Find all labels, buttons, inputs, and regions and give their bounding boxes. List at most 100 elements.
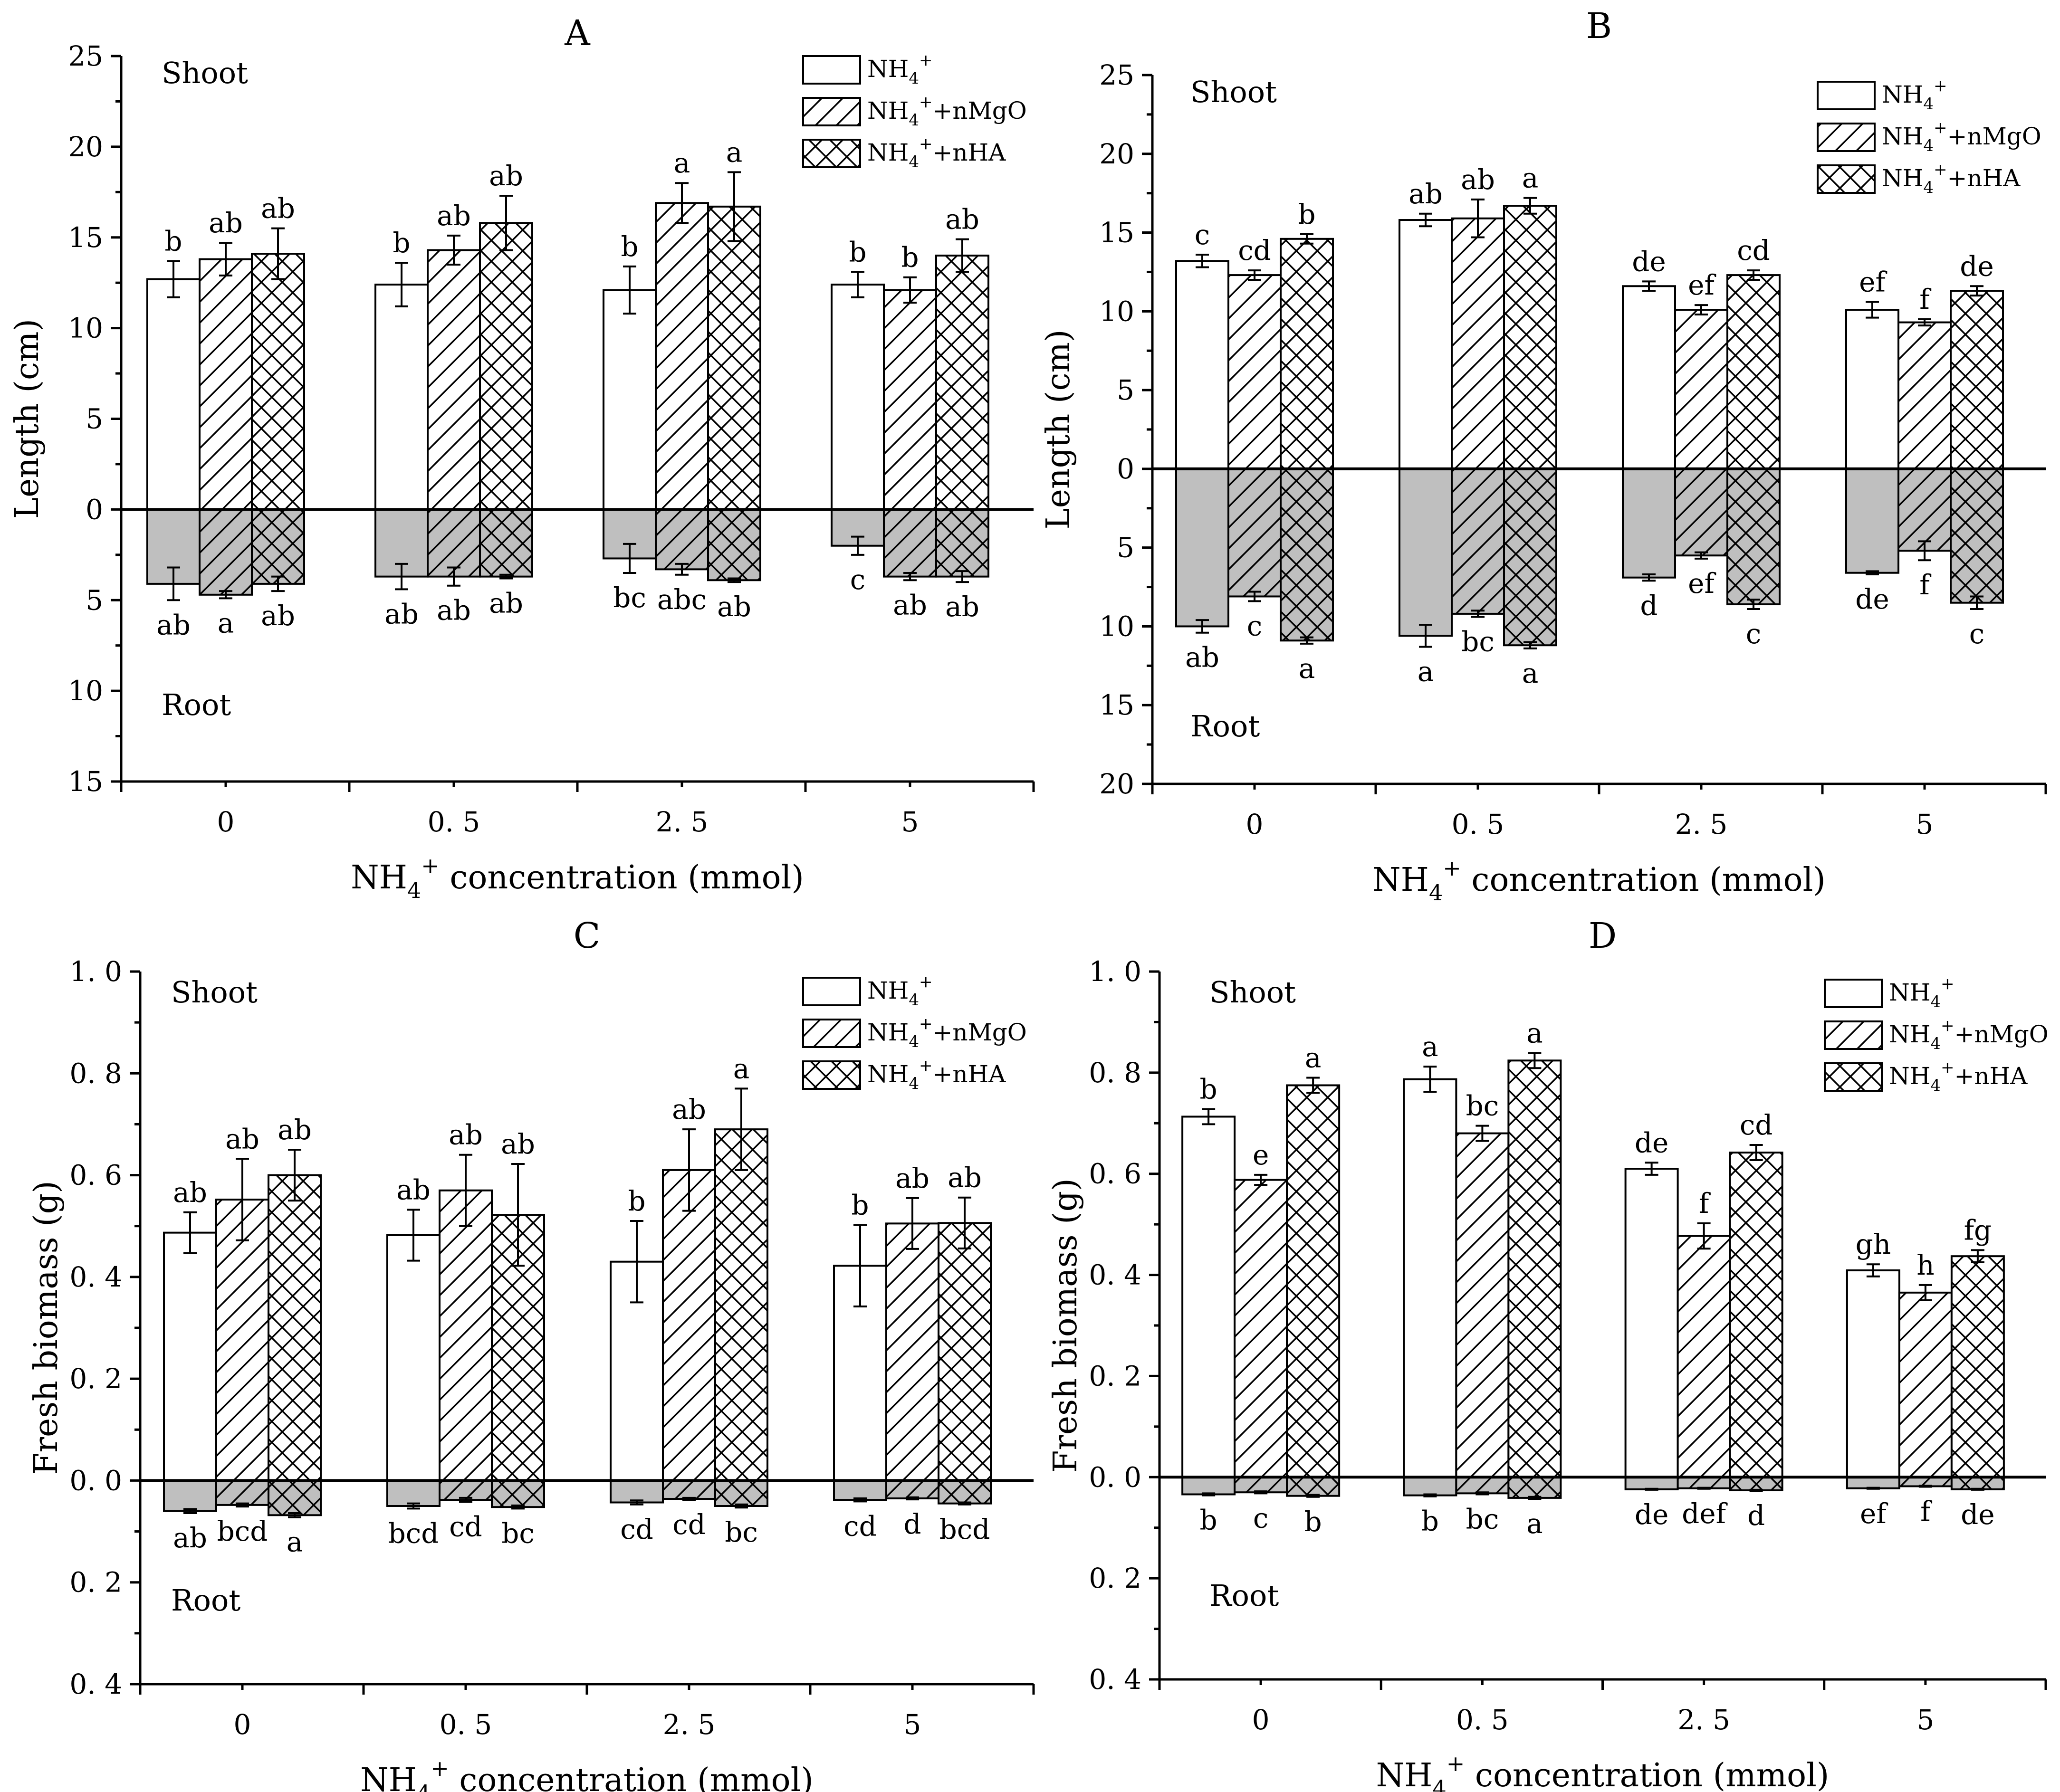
panel-c-root-sig-label: bcd — [388, 1517, 439, 1549]
panel-c-shoot-bar-nmgo — [885, 1222, 939, 1482]
panel-a-root-bar-nmgo — [427, 508, 481, 578]
panel-a-root-sig-label: ab — [893, 589, 927, 621]
panel-b-shoot-errorbar-nmgo — [1695, 304, 1708, 315]
panel-c-ytick-label: 0. 8 — [69, 1057, 122, 1089]
panel-d-shoot-sig-label: bc — [1466, 1090, 1499, 1122]
panel-a-shoot-errorbar-nh4 — [167, 260, 180, 298]
panel-c-shoot-errorbar-nh4 — [630, 1220, 643, 1304]
panel-b-ytick-label: 15 — [1099, 217, 1134, 249]
panel-d-shoot-sig-label: cd — [1740, 1109, 1773, 1141]
panel-d-ytick-label: 0. 8 — [1089, 1057, 1141, 1089]
panel-a-shoot-sig-label: ab — [437, 200, 471, 232]
panel-d-root-sig-label: de — [1961, 1498, 1994, 1531]
panel-a-root-sig-label: a — [218, 607, 234, 639]
panel-c-root-bar-nmgo — [885, 1479, 939, 1499]
panel-c-root-sig-label: cd — [449, 1510, 482, 1543]
panel-c-root-errorbar-nmgo — [906, 1496, 919, 1501]
panel-d-root-sig-label: f — [1920, 1496, 1932, 1528]
panel-b-shoot-errorbar-nmgo — [1471, 198, 1485, 238]
panel-a-ytick-label: 25 — [68, 40, 103, 72]
panel-b-legend-label-nha: NH4++nHA — [1882, 160, 2021, 197]
panel-d-shoot-errorbar-nh4 — [1866, 1263, 1880, 1277]
panel-a-legend: NH4+ NH4++nMgO NH4++nHA — [802, 51, 1027, 172]
panel-c-root-errorbar-nmgo — [459, 1497, 472, 1503]
panel-a-shoot-sig-label: b — [621, 230, 638, 263]
panel-d-shoot-errorbar-nmgo — [1476, 1125, 1489, 1142]
panel-d-shoot-bar-nh4 — [1181, 1115, 1236, 1478]
panel-b-ytick-label: 0 — [1117, 453, 1134, 485]
panel-b-root-bar-nha — [1950, 467, 2004, 604]
panel-b-root-errorbar-nha — [1747, 599, 1760, 610]
panel-b-shoot-errorbar-nmgo — [1918, 318, 1931, 327]
panel-c-ytick-label: 0. 2 — [69, 1363, 122, 1395]
panel-c: C 0. 4 0. 2 0. 0 0. 2 0. 4 0. 6 0. 8 1. 0 0 0. 5 2.… — [28, 915, 1035, 1792]
panel-b-root-bar-nh4 — [1399, 467, 1453, 637]
panel-d-xtick-label: 0 — [1252, 1704, 1270, 1736]
panel-d-root-bar-nmgo — [1677, 1476, 1731, 1489]
panel-d-shoot-bar-nmgo — [1898, 1291, 1953, 1478]
panel-d-xtick-label: 0. 5 — [1456, 1704, 1509, 1736]
panel-c-xtick-label: 0 — [234, 1708, 251, 1741]
panel-a-shoot-errorbar-nmgo — [447, 234, 460, 266]
panel-c-shoot-sig-label: ab — [173, 1176, 207, 1209]
panel-c-root-errorbar-nmgo — [236, 1502, 249, 1508]
panel-b-ytick-label: 20 — [1099, 138, 1134, 170]
panel-b-xtick-label: 0 — [1246, 808, 1264, 840]
panel-b-shoot-bar-nha — [1503, 205, 1557, 470]
panel-b-shoot-errorbar-nha — [1747, 269, 1760, 281]
panel-b-shoot-sig-label: cd — [1238, 234, 1271, 267]
panel-d-shoot-sig-label: f — [1699, 1187, 1711, 1220]
panel-a-shoot-errorbar-nh4 — [395, 262, 408, 307]
panel-a-root-sig-label: bc — [613, 581, 646, 614]
panel-c-xtick-label: 5 — [904, 1708, 921, 1741]
panel-c-shoot-errorbar-nha — [958, 1196, 971, 1249]
panel-a-root-errorbar-nha — [271, 575, 285, 592]
panel-d-root-sig-label: de — [1635, 1498, 1668, 1531]
panel-d-shoot-errorbar-nmgo — [1918, 1284, 1932, 1301]
panel-a-ytick-label: 10 — [68, 312, 103, 344]
panel-c-root-sig-label: bc — [501, 1517, 535, 1549]
panel-b-root-errorbar-nha — [1523, 641, 1537, 649]
panel-d-ytick-label: 1. 0 — [1089, 955, 1141, 988]
panel-a-root-errorbar-nh4 — [395, 562, 408, 591]
panel-d-shoot-sig-label: h — [1916, 1249, 1934, 1281]
panel-a-ytick-label: 20 — [68, 131, 103, 163]
panel-b-shoot-errorbar-nh4 — [1196, 253, 1209, 268]
panel-d-shoot-sig-label: a — [1422, 1030, 1438, 1063]
panel-a-shoot-errorbar-nha — [956, 238, 969, 273]
panel-a-root-sig-label: ab — [437, 594, 471, 627]
panel-c-shoot-errorbar-nh4 — [407, 1209, 420, 1262]
panel-a-root-errorbar-nha — [728, 577, 741, 583]
panel-b: B 20 15 10 5 0 5 10 15 20 25 0 0. 5 2. 5 5 Length (cm) N… — [1040, 6, 2047, 906]
panel-b-shoot-sig-label: ef — [1859, 266, 1887, 298]
panel-d-shoot-sig-label: b — [1200, 1073, 1217, 1105]
panel-b-shoot-bar-nha — [1950, 290, 2004, 470]
panel-d-shoot-sig-label: e — [1253, 1139, 1269, 1171]
panel-b-shoot-bar-nha — [1280, 238, 1334, 470]
panel-c-root-bar-nha — [714, 1479, 768, 1507]
panel-d-ytick-label: 0. 4 — [1089, 1663, 1141, 1696]
panel-c-shoot-errorbar-nha — [288, 1149, 301, 1202]
panel-a-shoot-bar-nha — [707, 205, 761, 511]
panel-d-legend: NH4+ NH4++nMgO NH4++nHA — [1824, 974, 2049, 1095]
panel-d-xtick-label: 5 — [1916, 1704, 1934, 1736]
panel-d-xtick-label: 2. 5 — [1677, 1704, 1730, 1736]
panel-d-legend-label-nh4: NH4+ — [1889, 974, 1955, 1011]
panel-b-shoot-sig-label: f — [1919, 283, 1931, 315]
panel-d-ytick-label: 0. 6 — [1089, 1158, 1141, 1190]
panel-b-shoot-bar-nmgo — [1451, 217, 1505, 470]
panel-a-root-errorbar-nmgo — [447, 566, 460, 587]
panel-b-ytick-label: 10 — [1099, 610, 1134, 642]
panel-c-shoot-bar-nh4 — [163, 1231, 217, 1482]
panel-c-shoot-errorbar-nmgo — [906, 1197, 919, 1250]
panel-d-shoot-label: Shoot — [1209, 975, 1296, 1010]
panel-d-shoot-bar-nmgo — [1234, 1179, 1288, 1478]
panel-c-root-bar-nha — [491, 1479, 545, 1508]
panel-a-root-sig-label: abc — [657, 583, 707, 616]
panel-b-shoot-errorbar-nha — [1300, 233, 1313, 245]
panel-c-root-sig-label: cd — [620, 1513, 653, 1545]
panel-c-root-errorbar-nha — [288, 1512, 301, 1518]
panel-c-ytick-label: 0. 0 — [69, 1464, 122, 1497]
panel-a-root-sig-label: ab — [261, 600, 295, 632]
panel-c-shoot-errorbar-nmgo — [682, 1128, 696, 1212]
